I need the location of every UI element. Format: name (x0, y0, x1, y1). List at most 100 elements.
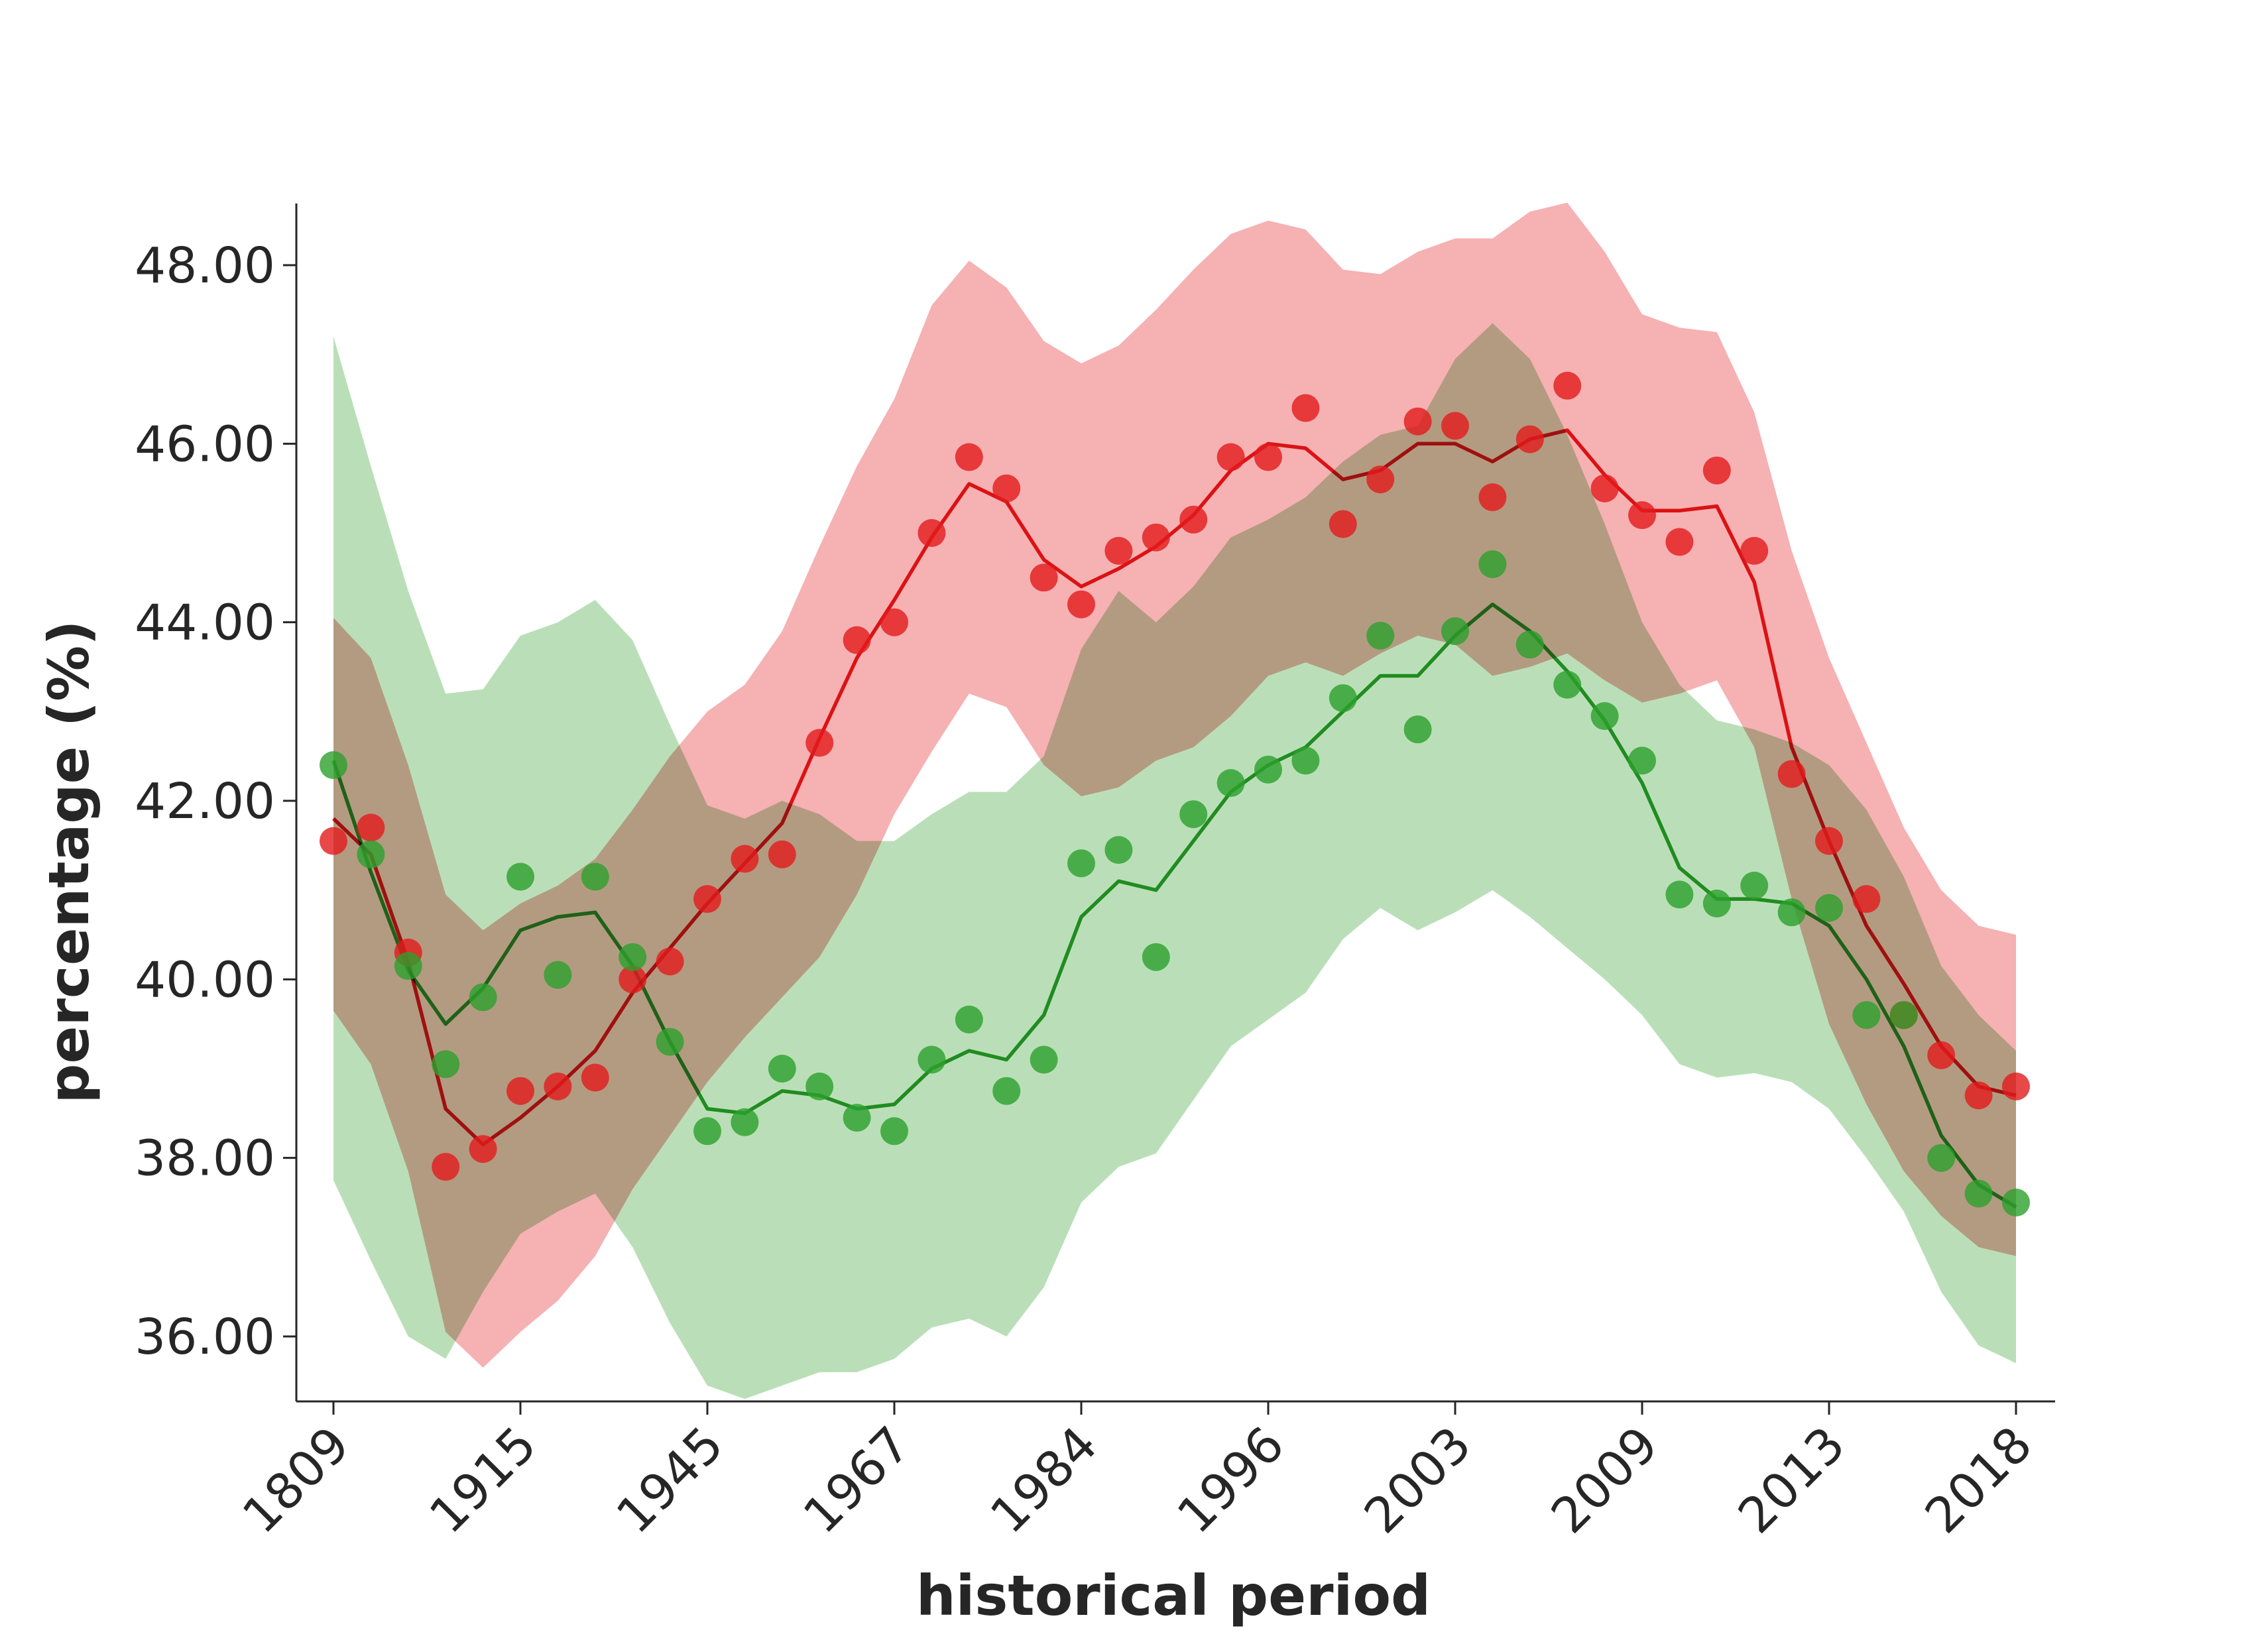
red-series-point (1927, 1041, 1956, 1069)
red-series-point (880, 608, 908, 636)
green-series-point (805, 1072, 834, 1100)
green-series-point (1964, 1179, 1993, 1208)
green-series-point (1628, 746, 1656, 775)
green-series-point (955, 1005, 983, 1033)
green-series-point (992, 1077, 1021, 1105)
red-series-point (1366, 465, 1395, 494)
red-series-point (1142, 523, 1170, 552)
red-series-point (1777, 760, 1806, 788)
red-series-point (731, 845, 759, 873)
green-series-point (1740, 871, 1769, 900)
red-series-point (1740, 536, 1769, 565)
red-series-point (1216, 443, 1245, 471)
red-series-point (1179, 505, 1208, 534)
green-series-point (1329, 684, 1357, 713)
green-series-line (331, 602, 2017, 1209)
green-series-point (320, 751, 347, 780)
green-series-point (581, 862, 609, 891)
red-series-point (581, 1063, 609, 1092)
confidence-bands (333, 202, 2016, 1399)
green-series-point (506, 862, 534, 891)
green-series-point (469, 983, 497, 1012)
red-series-point (768, 840, 796, 868)
x-tick-label: 2009 (1541, 1416, 1669, 1545)
red-series-point (619, 965, 647, 994)
green-series-point (1216, 769, 1245, 797)
green-series-point (544, 961, 572, 989)
red-series-point (918, 519, 946, 547)
red-series-point (693, 885, 721, 914)
green-series-point (1927, 1144, 1956, 1172)
red-series-point (1553, 371, 1582, 400)
green-series-point (1104, 836, 1133, 864)
green-series-point (1889, 1001, 1918, 1030)
green-series-point (1815, 894, 1843, 922)
red-series-point (1815, 827, 1843, 855)
red-series-point (1478, 483, 1507, 512)
green-series-point (843, 1104, 871, 1132)
green-series-point (1590, 702, 1619, 731)
green-series-point (656, 1028, 684, 1056)
red-series-point (1702, 456, 1731, 485)
green-series-point (1366, 621, 1395, 650)
green-series-point (432, 1050, 460, 1079)
y-axis-title: percentage (%) (36, 620, 101, 1103)
red-series-point (1403, 407, 1432, 436)
red-series-point (1030, 563, 1058, 592)
red-series-point (1291, 394, 1320, 422)
green-series-point (1515, 630, 1544, 659)
series-lines (331, 428, 2017, 1209)
green-series-point (1665, 880, 1694, 909)
red-series-point (843, 626, 871, 654)
red-series-point (469, 1135, 497, 1163)
green-series-point (394, 952, 422, 980)
x-tick-label: 2003 (1354, 1416, 1482, 1545)
green-series-point (1179, 800, 1208, 829)
green-series-point (1291, 746, 1320, 775)
y-tick-label: 44.00 (135, 595, 275, 652)
green-series-point (1254, 755, 1282, 784)
x-tick-label: 1967 (793, 1416, 921, 1545)
red-series-point (544, 1072, 572, 1100)
red-series-line (332, 428, 2017, 1147)
red-series-point (656, 947, 684, 976)
x-tick-label: 1809 (232, 1416, 361, 1545)
y-tick-label: 40.00 (135, 951, 275, 1008)
red-series-point (1964, 1081, 1993, 1110)
series-points (320, 371, 2030, 1216)
green-series-point (731, 1108, 759, 1136)
green-series-point (2002, 1189, 2030, 1216)
green-series-point (619, 943, 647, 971)
x-tick-label: 2013 (1728, 1416, 1856, 1545)
red-series-point (1515, 425, 1544, 453)
y-tick-label: 46.00 (135, 416, 275, 473)
red-series-point (955, 443, 983, 471)
red-series-point (1852, 885, 1881, 914)
red-series-point (992, 474, 1021, 502)
red-series-point (1441, 412, 1469, 440)
red-series-point (357, 813, 385, 842)
green-series-point (1142, 943, 1170, 971)
green-series-point (918, 1045, 946, 1074)
red-series-point (1329, 510, 1357, 538)
green-series-point (880, 1117, 908, 1146)
green-series-point (1478, 550, 1507, 579)
x-tick-label: 1996 (1167, 1416, 1295, 1545)
green-series-point (1553, 670, 1582, 699)
red-series-point (805, 729, 834, 757)
red-series-point (1104, 536, 1133, 565)
red-series-point (1590, 474, 1619, 502)
red-series-point (1665, 528, 1694, 556)
x-tick-label: 1915 (419, 1416, 548, 1545)
green-series-point (1403, 715, 1432, 744)
green-series-point (1702, 889, 1731, 917)
x-tick-label: 1945 (606, 1416, 735, 1545)
green-series-point (1441, 617, 1469, 646)
red-series-point (506, 1077, 534, 1105)
x-axis-title: historical period (916, 1563, 1431, 1628)
red-series-point (1628, 501, 1656, 530)
x-tick-label: 1984 (980, 1416, 1108, 1545)
y-tick-label: 42.00 (135, 773, 275, 830)
green-series-point (1852, 1001, 1881, 1030)
